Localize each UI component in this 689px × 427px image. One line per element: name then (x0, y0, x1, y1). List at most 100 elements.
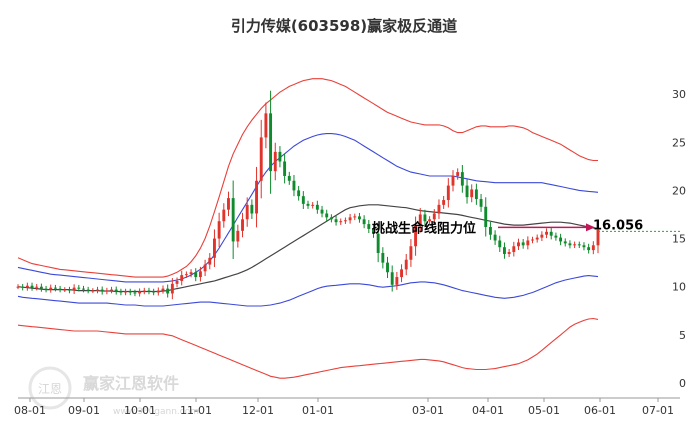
candle-body (315, 204, 319, 210)
mid-band-line (17, 133, 599, 283)
candle-body (114, 289, 118, 292)
candle-body (278, 151, 282, 162)
candle-body (512, 246, 516, 253)
candle-body (105, 290, 109, 292)
candle-body (451, 175, 455, 186)
x-tick-label: 11-01 (180, 404, 212, 417)
candle-body (573, 244, 577, 246)
candle-body (493, 234, 497, 241)
candle-body (138, 291, 142, 294)
candle-body (554, 235, 558, 238)
candle-body (479, 199, 483, 207)
candle-body (418, 214, 422, 227)
x-tick-label: 09-01 (68, 404, 100, 417)
candle-body (231, 198, 235, 242)
candle-body (100, 289, 104, 292)
y-tick-label: 25 (672, 136, 686, 149)
y-tick-label: 10 (672, 281, 686, 294)
y-tick-label: 30 (672, 88, 686, 101)
candle-body (545, 231, 548, 235)
candle-body (203, 264, 207, 272)
candle-body (241, 219, 244, 231)
candle-body (156, 290, 160, 293)
candle-body (86, 289, 90, 291)
candle-body (255, 180, 258, 214)
candle-body (161, 288, 165, 291)
candle-body (372, 228, 375, 234)
candle-body (343, 220, 347, 222)
candle-body (381, 252, 385, 263)
candle-body (72, 287, 76, 291)
candle-body (166, 288, 170, 294)
candle-body (53, 287, 57, 289)
resistance-arrow-head (586, 223, 595, 232)
x-tick-label: 03-01 (412, 404, 444, 417)
candle-body (367, 224, 371, 229)
band-lines (17, 78, 599, 379)
candle-body (306, 203, 310, 206)
candle-body (91, 290, 95, 292)
candle-body (400, 269, 403, 278)
candle-body (152, 291, 156, 293)
candle-body (395, 277, 399, 285)
candle-body (386, 262, 389, 273)
candle-body (21, 286, 25, 288)
candle-body (236, 230, 240, 242)
candle-body (292, 180, 296, 191)
candle-body (311, 204, 315, 206)
candle-body (596, 229, 600, 246)
lower-band-line (17, 317, 599, 379)
candle-body (358, 216, 361, 220)
candle-body (582, 245, 586, 248)
candle-body (428, 219, 432, 222)
y-tick-label: 20 (672, 184, 686, 197)
candle-body (390, 272, 394, 285)
candle-body (404, 259, 408, 270)
candle-body (507, 252, 511, 254)
candle-body (82, 288, 85, 290)
candle-body (563, 241, 567, 244)
candle-body (535, 237, 539, 240)
candle-body (63, 289, 67, 291)
candle-body (208, 257, 212, 265)
x-tick-label: 10-01 (124, 404, 156, 417)
candle-body (442, 200, 446, 205)
watermark-logo: 江恩 (28, 366, 72, 410)
candle-body (353, 216, 357, 218)
x-tick-label: 04-01 (472, 404, 504, 417)
y-tick-label: 15 (672, 233, 686, 246)
candle-body (124, 291, 128, 293)
candle-body (44, 288, 48, 290)
candle-body (128, 291, 132, 293)
candle-body (549, 231, 553, 236)
candles (16, 90, 600, 300)
candle-body (568, 243, 572, 246)
candle-body (348, 217, 352, 221)
x-tick-label: 07-01 (642, 404, 674, 417)
candle-body (362, 219, 366, 225)
x-tick-label: 06-01 (584, 404, 616, 417)
candle-body (325, 213, 329, 218)
candle-body (184, 274, 188, 276)
candle-body (133, 292, 137, 294)
candle-body (189, 272, 193, 275)
candle-body (49, 287, 53, 290)
candle-body (484, 206, 488, 227)
candle-body (432, 213, 436, 220)
resistance-value-label: 16.056 (593, 218, 643, 233)
candle-body (119, 291, 123, 293)
candle-body (273, 151, 277, 172)
candle-body (147, 290, 151, 292)
candle-body (58, 288, 62, 290)
candle-body (540, 234, 544, 238)
candle-body (334, 219, 338, 223)
candle-body (259, 137, 263, 181)
candle-body (297, 190, 301, 197)
x-tick-label: 05-01 (528, 404, 560, 417)
candle-body (222, 209, 226, 222)
resistance-annotation: 挑战生命线阻力位 (372, 220, 476, 236)
candle-body (437, 204, 441, 214)
candle-body (96, 289, 99, 291)
